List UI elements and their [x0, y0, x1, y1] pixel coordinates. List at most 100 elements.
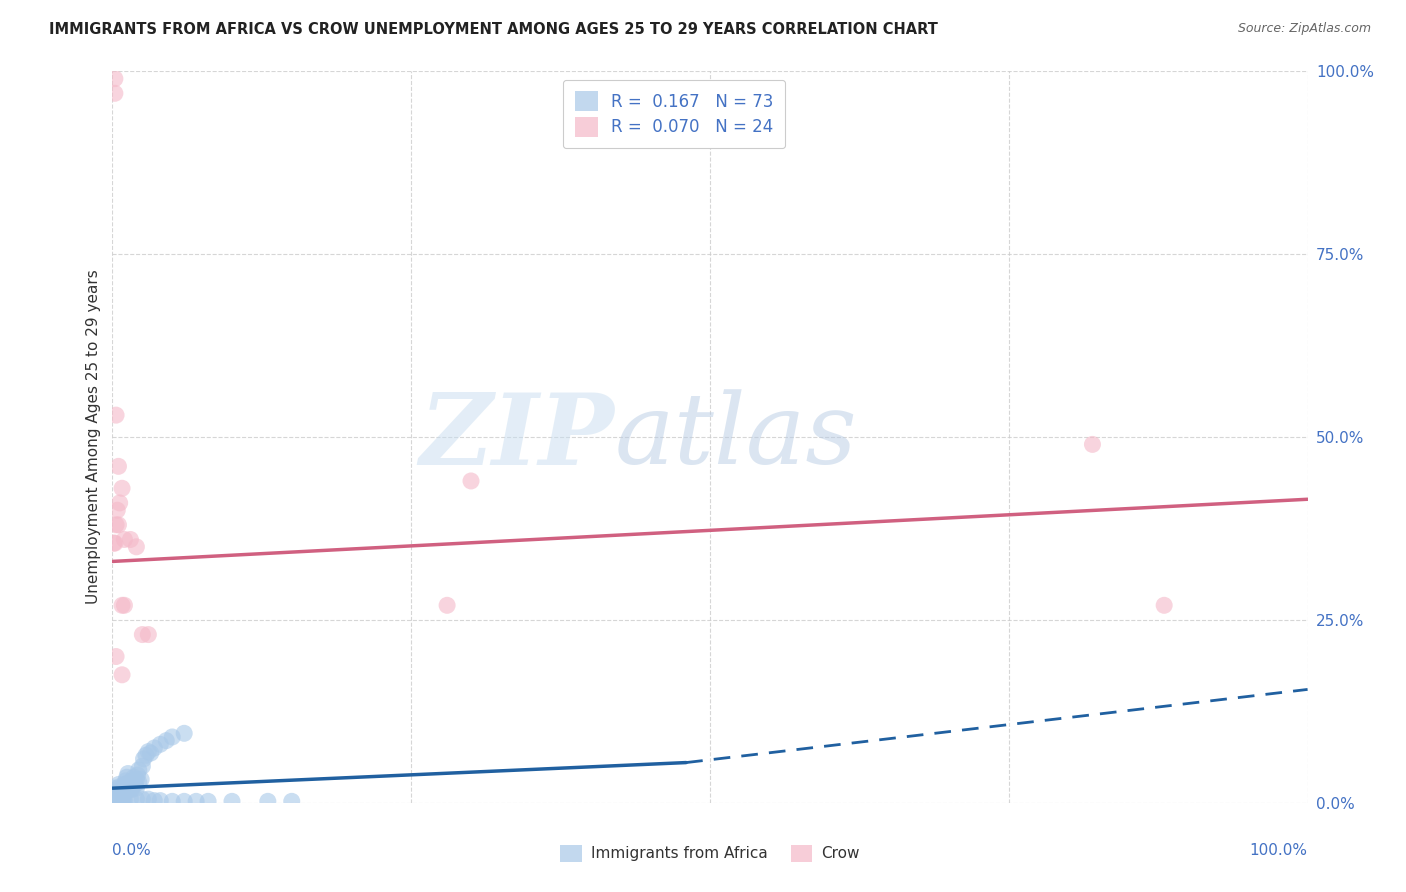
- Point: [104, 785, 127, 799]
- Y-axis label: Unemployment Among Ages 25 to 29 years: Unemployment Among Ages 25 to 29 years: [86, 269, 101, 605]
- Text: 100.0%: 100.0%: [1250, 843, 1308, 858]
- Point: [143, 740, 166, 755]
- Point: [107, 794, 129, 808]
- Point: [128, 763, 150, 777]
- Point: [108, 789, 131, 803]
- Point: [114, 773, 136, 788]
- Point: [111, 667, 134, 681]
- Point: [105, 789, 128, 804]
- Point: [108, 780, 131, 794]
- Point: [436, 599, 458, 613]
- Point: [124, 778, 146, 792]
- Point: [105, 649, 128, 664]
- Point: [108, 496, 131, 510]
- Point: [107, 789, 129, 803]
- Point: [128, 775, 150, 789]
- Point: [186, 794, 208, 808]
- Point: [125, 540, 148, 554]
- Point: [111, 794, 134, 808]
- Point: [110, 794, 132, 808]
- Point: [129, 772, 152, 787]
- Point: [132, 752, 155, 766]
- Point: [121, 782, 143, 797]
- Point: [114, 778, 135, 792]
- Point: [112, 781, 135, 796]
- Point: [131, 627, 153, 641]
- Point: [114, 785, 136, 799]
- Point: [105, 517, 128, 532]
- Point: [120, 533, 142, 547]
- Point: [131, 792, 153, 806]
- Point: [135, 748, 157, 763]
- Point: [103, 781, 125, 796]
- Point: [105, 408, 128, 422]
- Point: [108, 794, 131, 808]
- Point: [105, 794, 128, 808]
- Point: [1081, 437, 1104, 451]
- Point: [105, 794, 128, 808]
- Point: [111, 787, 134, 801]
- Point: [114, 794, 135, 808]
- Point: [112, 794, 135, 808]
- Point: [149, 737, 172, 751]
- Point: [127, 768, 149, 782]
- Point: [121, 773, 143, 788]
- Point: [197, 794, 219, 808]
- Text: Source: ZipAtlas.com: Source: ZipAtlas.com: [1237, 22, 1371, 36]
- Point: [111, 785, 134, 799]
- Point: [105, 789, 128, 804]
- Point: [122, 770, 145, 784]
- Point: [114, 533, 135, 547]
- Point: [125, 792, 148, 806]
- Point: [125, 772, 148, 787]
- Point: [125, 781, 148, 796]
- Point: [103, 536, 125, 550]
- Point: [121, 780, 143, 794]
- Point: [115, 770, 138, 784]
- Point: [105, 782, 128, 797]
- Point: [281, 794, 304, 808]
- Point: [139, 746, 162, 760]
- Point: [104, 792, 127, 806]
- Point: [173, 794, 195, 808]
- Point: [162, 794, 183, 808]
- Point: [120, 780, 142, 794]
- Point: [114, 785, 135, 799]
- Point: [107, 778, 129, 792]
- Point: [105, 787, 128, 801]
- Point: [138, 627, 160, 641]
- Point: [104, 536, 127, 550]
- Point: [117, 782, 139, 797]
- Point: [107, 459, 129, 474]
- Point: [104, 794, 127, 808]
- Point: [104, 71, 127, 86]
- Point: [460, 474, 482, 488]
- Point: [104, 87, 127, 101]
- Point: [149, 794, 172, 808]
- Point: [138, 745, 160, 759]
- Point: [114, 599, 135, 613]
- Legend: Immigrants from Africa, Crow: Immigrants from Africa, Crow: [554, 838, 866, 868]
- Point: [110, 789, 132, 803]
- Point: [117, 766, 139, 780]
- Point: [122, 778, 145, 792]
- Point: [155, 733, 177, 747]
- Text: ZIP: ZIP: [419, 389, 614, 485]
- Point: [115, 781, 138, 796]
- Point: [143, 794, 166, 808]
- Point: [118, 775, 141, 789]
- Point: [112, 789, 135, 804]
- Point: [257, 794, 280, 808]
- Point: [162, 730, 183, 744]
- Point: [221, 794, 243, 808]
- Point: [138, 792, 160, 806]
- Point: [111, 599, 134, 613]
- Point: [105, 503, 128, 517]
- Point: [120, 792, 142, 806]
- Text: atlas: atlas: [614, 390, 858, 484]
- Point: [173, 726, 195, 740]
- Point: [131, 759, 153, 773]
- Point: [103, 794, 125, 808]
- Point: [118, 782, 141, 797]
- Point: [110, 787, 132, 801]
